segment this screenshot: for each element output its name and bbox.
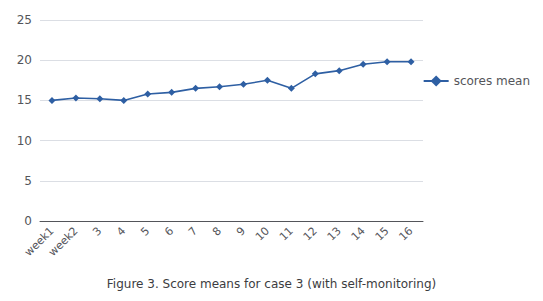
svg-text:week2: week2 bbox=[46, 224, 81, 259]
svg-text:5: 5 bbox=[24, 174, 32, 188]
svg-text:6: 6 bbox=[162, 224, 176, 238]
svg-text:10: 10 bbox=[253, 224, 272, 243]
svg-text:8: 8 bbox=[210, 224, 224, 238]
svg-text:15: 15 bbox=[373, 224, 392, 243]
svg-text:10: 10 bbox=[17, 134, 32, 148]
svg-text:week1: week1 bbox=[22, 224, 57, 259]
svg-text:4: 4 bbox=[114, 224, 128, 238]
svg-text:5: 5 bbox=[138, 224, 152, 238]
svg-text:16: 16 bbox=[397, 224, 416, 243]
svg-text:3: 3 bbox=[90, 224, 104, 238]
svg-text:25: 25 bbox=[17, 13, 32, 27]
svg-text:0: 0 bbox=[24, 214, 32, 228]
svg-text:7: 7 bbox=[186, 224, 200, 238]
svg-text:12: 12 bbox=[301, 224, 320, 243]
svg-text:9: 9 bbox=[234, 224, 248, 238]
svg-text:20: 20 bbox=[17, 53, 32, 67]
svg-text:Figure 3. Score means for case: Figure 3. Score means for case 3 (with s… bbox=[107, 277, 436, 291]
svg-text:15: 15 bbox=[17, 93, 32, 107]
svg-text:11: 11 bbox=[277, 224, 296, 243]
svg-text:14: 14 bbox=[349, 224, 368, 243]
svg-text:scores mean: scores mean bbox=[454, 74, 530, 88]
svg-text:13: 13 bbox=[325, 224, 344, 243]
